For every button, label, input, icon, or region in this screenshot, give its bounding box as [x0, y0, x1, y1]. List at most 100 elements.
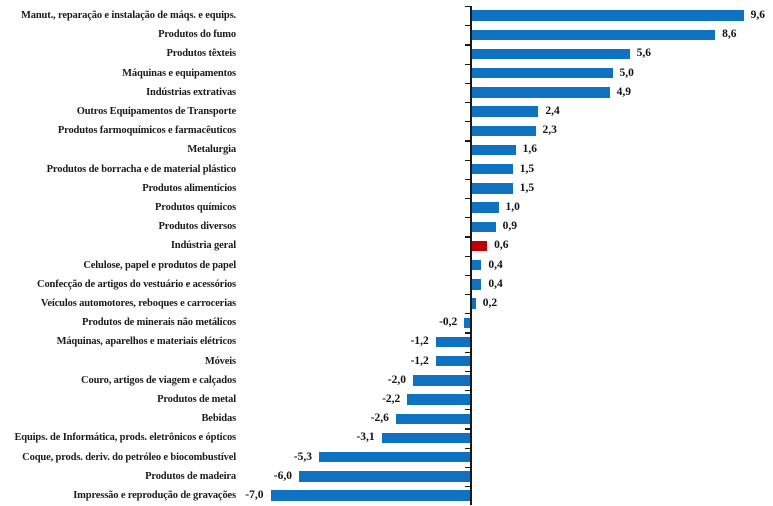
- bar: [470, 298, 476, 309]
- category-label: Produtos alimentícios: [142, 182, 236, 194]
- bar: [299, 471, 470, 482]
- value-label: -1,2: [410, 335, 429, 348]
- category-label: Produtos do fumo: [158, 29, 236, 41]
- bar: [470, 48, 630, 60]
- axis-tick: [465, 102, 470, 104]
- axis-tick: [465, 44, 470, 46]
- value-label: 8,6: [722, 28, 737, 41]
- axis-tick: [465, 236, 470, 238]
- category-label: Produtos de borracha e de material plást…: [46, 163, 236, 175]
- category-label: Equips. de Informática, prods. eletrônic…: [14, 432, 236, 444]
- value-label: 2,3: [542, 124, 557, 137]
- axis-tick: [465, 370, 470, 372]
- bar: [395, 413, 470, 425]
- bar: [470, 183, 513, 194]
- category-label: Impressão e reprodução de gravações: [73, 490, 236, 501]
- axis-tick: [465, 428, 470, 430]
- bar: [318, 451, 470, 463]
- chart-row: Produtos têxteis 5,6: [0, 44, 773, 63]
- value-label: 0,2: [482, 297, 498, 309]
- value-label: 1,5: [519, 181, 535, 194]
- axis-tick: [465, 25, 470, 27]
- category-label: Coque, prods. deriv. do petróleo e bioco…: [22, 451, 236, 463]
- chart-row: Outros Equipamentos de Transporte 2,4: [0, 102, 773, 121]
- bar: [470, 279, 482, 290]
- value-label: 1,6: [522, 143, 537, 156]
- value-label: 5,6: [636, 47, 651, 60]
- category-label: Móveis: [204, 355, 236, 367]
- chart-row: Produtos químicos 1,0: [0, 198, 773, 217]
- category-label: Indústria geral: [170, 240, 236, 252]
- bar: [470, 87, 610, 98]
- chart-row: Indústrias extrativas 4,9: [0, 83, 773, 102]
- category-label: Produtos de minerais não metálicos: [82, 317, 236, 329]
- value-label: -2,0: [387, 373, 406, 386]
- axis-tick: [465, 255, 470, 257]
- zero-axis-line: [470, 6, 472, 505]
- chart-row: Couro, artigos de viagem e calçados -2,0: [0, 371, 773, 390]
- chart-row: Confecção de artigos do vestuário e aces…: [0, 275, 773, 294]
- bar: [435, 355, 470, 367]
- category-label: Produtos químicos: [155, 202, 236, 213]
- bar: [470, 163, 513, 175]
- category-label: Máquinas e equipamentos: [122, 67, 236, 79]
- chart-row: Coque, prods. deriv. do petróleo e bioco…: [0, 448, 773, 467]
- bar: [470, 144, 516, 156]
- bar: [407, 394, 470, 405]
- category-label: Metalurgia: [187, 144, 236, 156]
- chart-row: Máquinas, aparelhos e materiais elétrico…: [0, 332, 773, 351]
- category-label: Confecção de artigos do vestuário e aces…: [37, 278, 236, 290]
- axis-tick: [465, 274, 470, 276]
- chart-row: Manut., reparação e instalação de máqs. …: [0, 6, 773, 25]
- bar: [470, 202, 499, 213]
- axis-tick: [465, 409, 470, 411]
- value-label: 0,9: [502, 220, 518, 233]
- bar: [381, 432, 470, 444]
- category-label: Indústrias extrativas: [146, 86, 236, 98]
- axis-tick: [465, 82, 470, 84]
- category-label: Outros Equipamentos de Transporte: [76, 106, 236, 117]
- category-label: Couro, artigos de viagem e calçados: [81, 374, 236, 386]
- category-label: Bebidas: [201, 413, 236, 425]
- category-label: Manut., reparação e instalação de máqs. …: [21, 10, 236, 21]
- category-label: Produtos farmoquímicos e farmacêuticos: [57, 125, 236, 137]
- bar: [470, 221, 496, 233]
- axis-tick: [465, 447, 470, 449]
- axis-tick: [465, 332, 470, 334]
- axis-tick: [465, 390, 470, 392]
- bar: [470, 10, 744, 21]
- bar: [435, 336, 470, 348]
- axis-tick: [465, 6, 470, 8]
- chart-row: Metalurgia 1,6: [0, 140, 773, 159]
- chart-row: Máquinas e equipamentos 5,0: [0, 64, 773, 83]
- chart-row: Veículos automotores, reboques e carroce…: [0, 294, 773, 313]
- value-label: -5,3: [293, 450, 312, 463]
- axis-tick: [465, 178, 470, 180]
- value-label: -7,0: [245, 489, 264, 501]
- value-label: -1,2: [410, 354, 429, 367]
- bar: [470, 67, 613, 79]
- chart-row: Produtos de metal -2,2: [0, 390, 773, 409]
- value-label: 1,5: [519, 162, 535, 175]
- axis-tick: [465, 313, 470, 315]
- value-label: 0,4: [488, 258, 503, 271]
- chart-row: Celulose, papel e produtos de papel 0,4: [0, 256, 773, 275]
- value-label: 9,6: [750, 9, 765, 21]
- axis-tick: [465, 198, 470, 200]
- axis-tick: [465, 217, 470, 219]
- chart-row: Produtos do fumo 8,6: [0, 25, 773, 44]
- axis-tick: [465, 140, 470, 142]
- axis-tick: [465, 63, 470, 65]
- category-label: Produtos diversos: [158, 221, 237, 233]
- value-label: -6,0: [273, 469, 292, 482]
- axis-tick: [465, 486, 470, 488]
- chart-row: Produtos alimentícios 1,5: [0, 179, 773, 198]
- value-label: -0,2: [439, 316, 458, 329]
- bar: [470, 29, 716, 41]
- chart-row: Produtos de madeira -6,0: [0, 467, 773, 486]
- category-label: Produtos de metal: [157, 394, 236, 405]
- category-label: Produtos têxteis: [166, 48, 237, 60]
- axis-tick: [465, 466, 470, 468]
- value-label: 4,9: [616, 85, 632, 98]
